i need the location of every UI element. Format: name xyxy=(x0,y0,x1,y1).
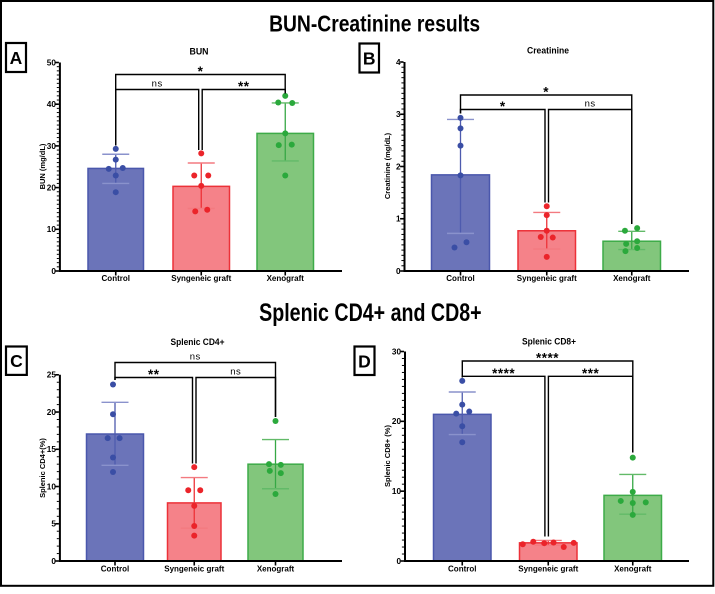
svg-text:Syngeneic graft: Syngeneic graft xyxy=(518,565,578,574)
svg-text:Xenograft: Xenograft xyxy=(267,274,305,283)
svg-text:Xenograft: Xenograft xyxy=(614,565,652,574)
svg-text:1: 1 xyxy=(396,215,401,224)
svg-text:4: 4 xyxy=(396,58,401,67)
svg-text:30: 30 xyxy=(392,347,402,356)
svg-text:15: 15 xyxy=(47,445,57,454)
svg-text:0: 0 xyxy=(51,267,56,276)
svg-text:Splenic CD8+ (%): Splenic CD8+ (%) xyxy=(383,425,392,487)
svg-text:ns: ns xyxy=(152,79,163,90)
svg-text:Syngeneic graft: Syngeneic graft xyxy=(164,565,224,574)
svg-text:**: ** xyxy=(238,79,250,94)
svg-text:40: 40 xyxy=(47,100,57,109)
svg-text:0: 0 xyxy=(396,557,401,566)
svg-text:Creatinine: Creatinine xyxy=(527,46,569,56)
svg-text:Splenic CD4+(%): Splenic CD4+(%) xyxy=(38,438,47,498)
svg-text:Control: Control xyxy=(101,565,129,574)
svg-text:Syngeneic graft: Syngeneic graft xyxy=(517,274,577,283)
svg-text:*: * xyxy=(543,85,549,100)
svg-text:20: 20 xyxy=(47,408,57,417)
svg-text:Splenic CD4+ and CD8+: Splenic CD4+ and CD8+ xyxy=(259,299,482,327)
svg-text:50: 50 xyxy=(47,58,57,67)
svg-text:0: 0 xyxy=(51,557,56,566)
svg-text:2: 2 xyxy=(396,162,401,171)
svg-text:Splenic CD4+: Splenic CD4+ xyxy=(171,337,225,347)
svg-text:3: 3 xyxy=(396,110,401,119)
svg-text:ns: ns xyxy=(585,99,596,110)
svg-text:10: 10 xyxy=(392,487,402,496)
svg-text:30: 30 xyxy=(47,142,57,151)
svg-text:Creatinine (mg/dL): Creatinine (mg/dL) xyxy=(383,132,392,199)
svg-text:Control: Control xyxy=(102,274,130,283)
svg-text:10: 10 xyxy=(47,482,57,491)
svg-text:Control: Control xyxy=(446,274,474,283)
svg-text:**: ** xyxy=(148,367,160,382)
svg-text:C: C xyxy=(10,351,23,371)
svg-text:25: 25 xyxy=(47,371,57,380)
svg-text:*: * xyxy=(198,64,204,79)
svg-text:*: * xyxy=(500,99,506,114)
svg-text:Xenograft: Xenograft xyxy=(613,274,651,283)
svg-text:20: 20 xyxy=(47,184,57,193)
svg-text:0: 0 xyxy=(396,267,401,276)
svg-text:D: D xyxy=(358,351,371,371)
svg-text:A: A xyxy=(10,48,23,68)
svg-text:5: 5 xyxy=(51,520,56,529)
svg-text:BUN (mg/dL): BUN (mg/dL) xyxy=(38,143,47,189)
svg-text:Control: Control xyxy=(448,565,476,574)
svg-text:BUN-Creatinine results: BUN-Creatinine results xyxy=(269,11,480,37)
svg-text:Xenograft: Xenograft xyxy=(257,565,295,574)
svg-text:****: **** xyxy=(492,366,515,381)
svg-text:****: **** xyxy=(536,351,559,366)
svg-text:***: *** xyxy=(582,366,600,381)
svg-text:ns: ns xyxy=(230,367,241,378)
svg-text:10: 10 xyxy=(47,225,57,234)
svg-text:Splenic CD8+: Splenic CD8+ xyxy=(522,337,576,347)
svg-text:B: B xyxy=(363,49,376,69)
svg-text:20: 20 xyxy=(392,417,402,426)
svg-text:ns: ns xyxy=(190,352,201,363)
svg-text:Syngeneic graft: Syngeneic graft xyxy=(171,274,231,283)
svg-text:BUN: BUN xyxy=(190,47,209,57)
